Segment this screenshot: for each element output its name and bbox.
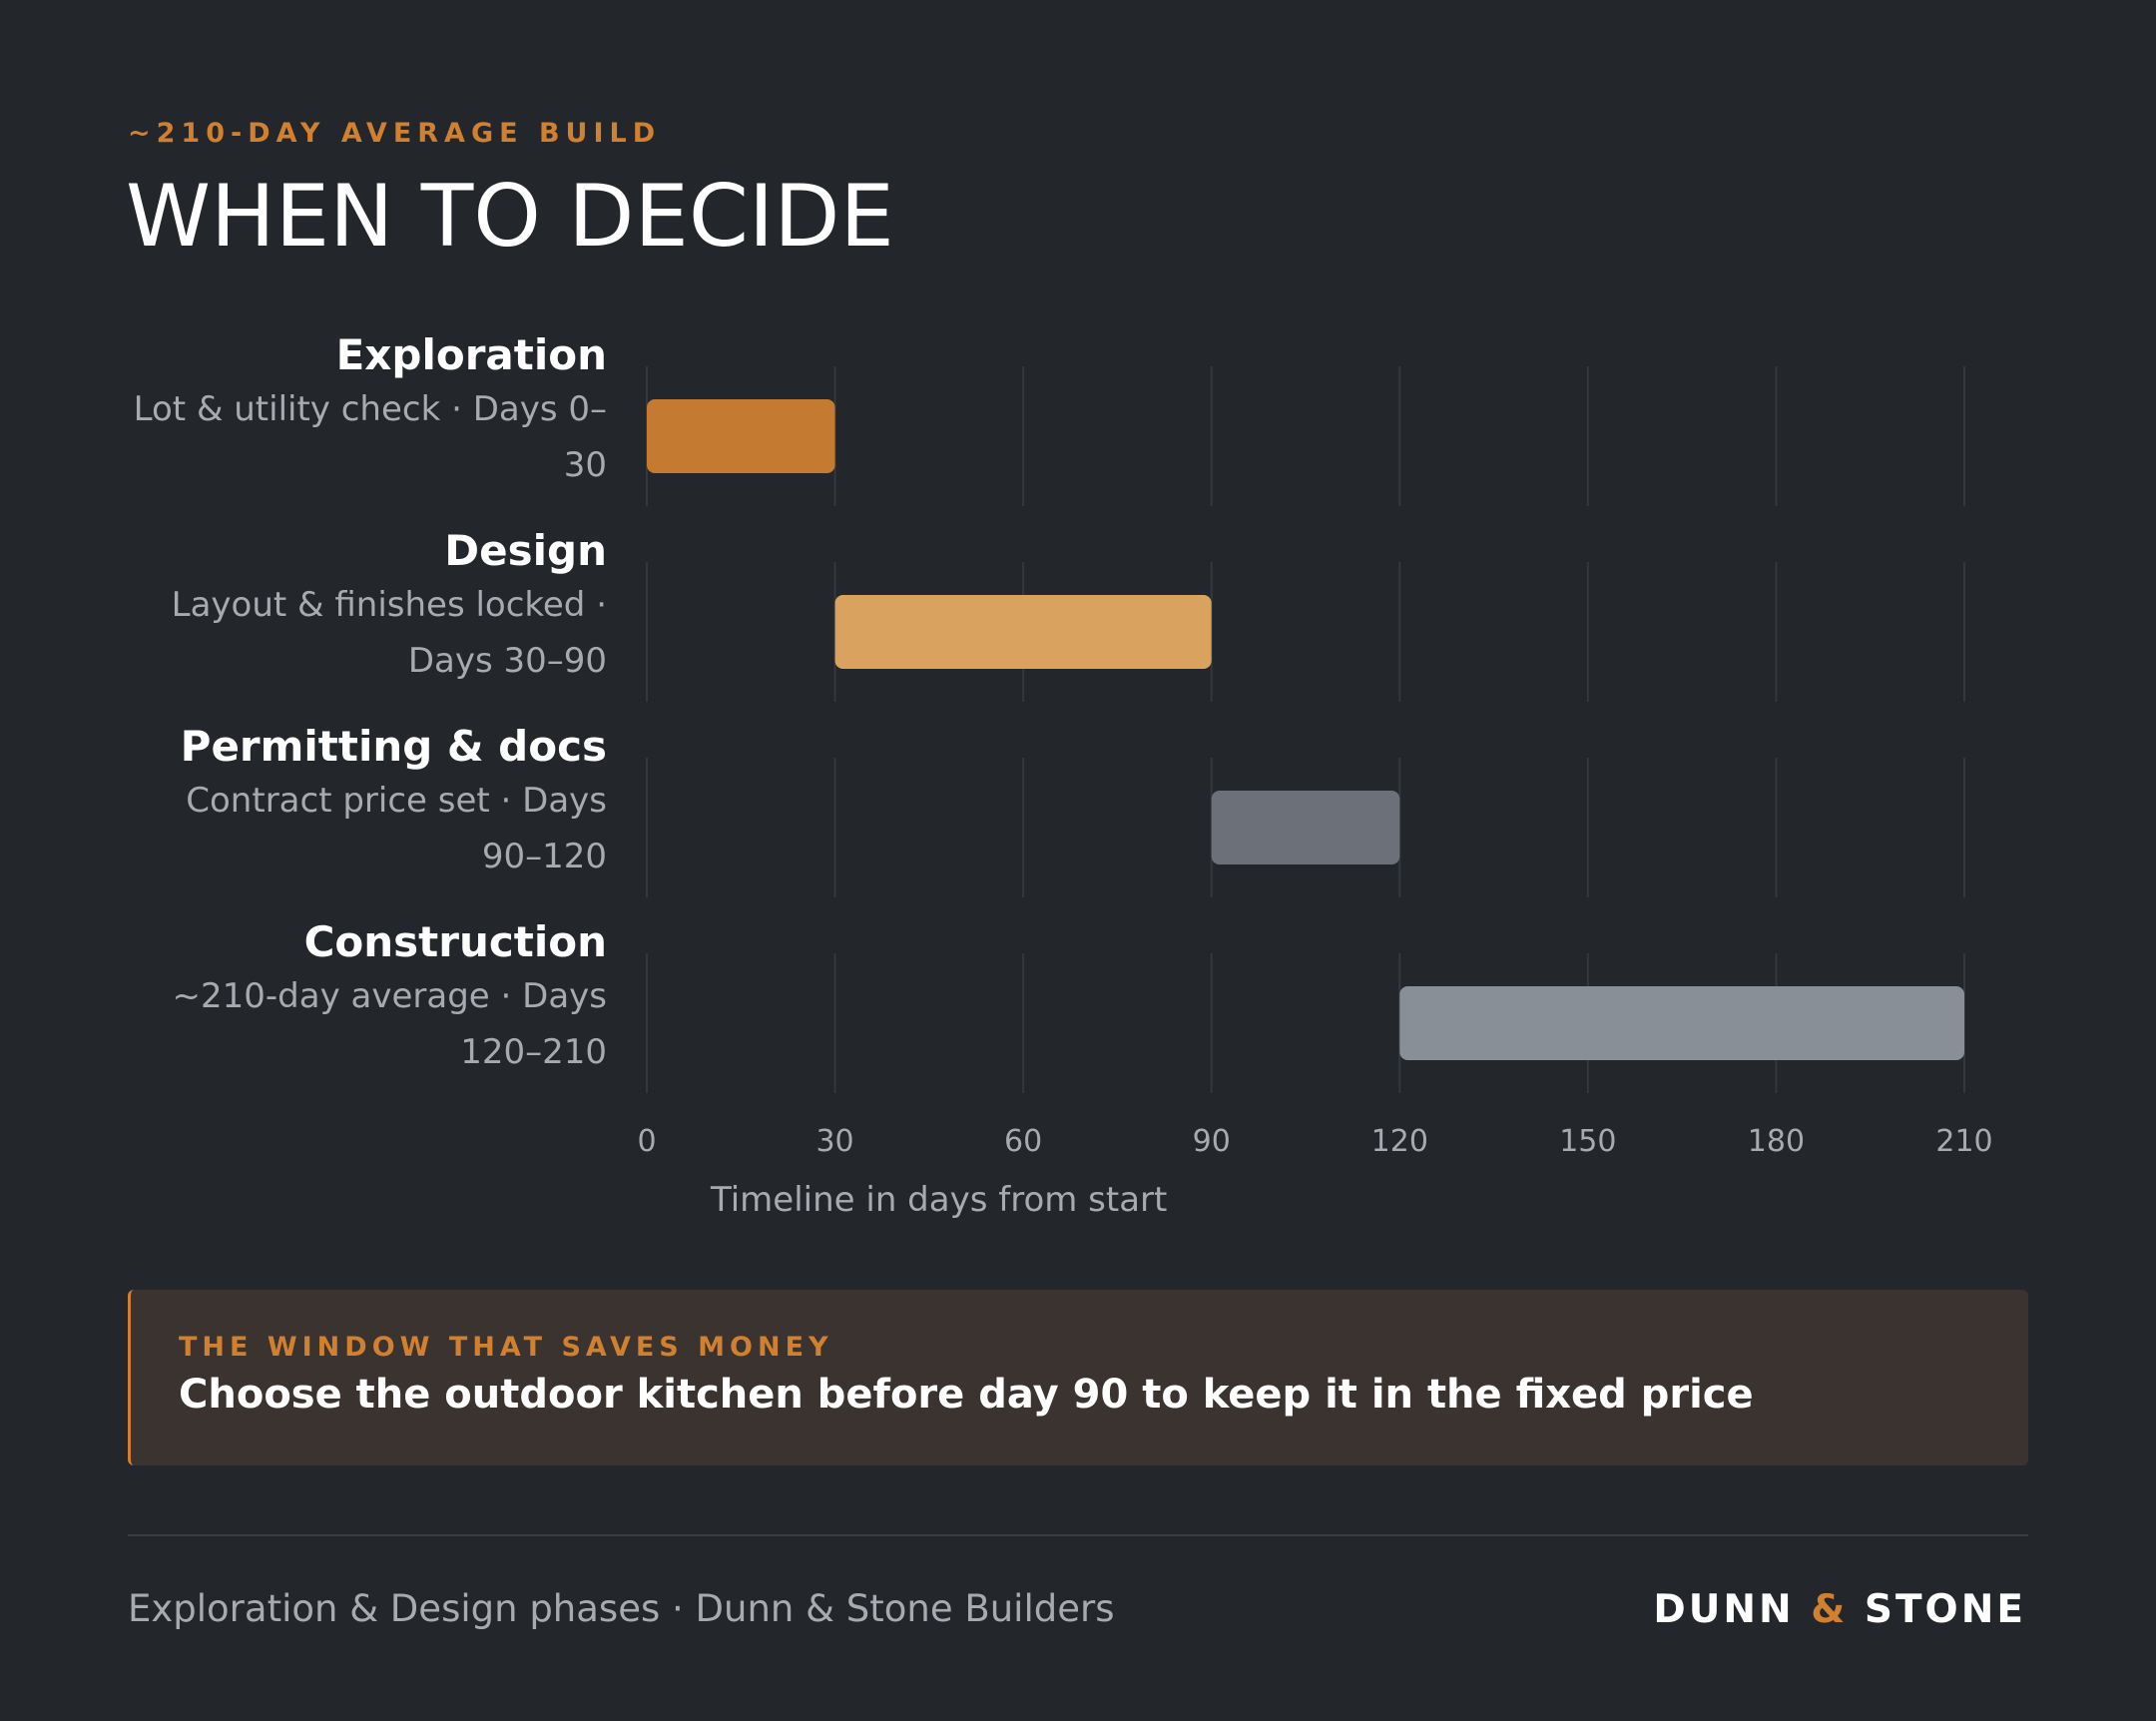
callout-kicker: THE WINDOW THAT SAVES MONEY (179, 1332, 833, 1363)
x-tick-label: 60 (1004, 1124, 1042, 1159)
phase-label-construction: Construction ~210-day average · Days 120… (100, 917, 607, 1079)
phase-name: Permitting & docs (180, 722, 607, 771)
gantt-chart: 0 30 60 90 120 150 180 210 Timeline in days fro… (637, 366, 1993, 1220)
x-tick-label: 150 (1559, 1124, 1616, 1159)
phase-name: Exploration (335, 330, 607, 379)
phase-bars (647, 399, 1964, 1060)
phase-desc-line1: Contract price set · Days (186, 781, 607, 822)
x-tick-label: 120 (1371, 1124, 1428, 1159)
phase-desc-line1: Lot & utility check · Days 0– (133, 389, 607, 430)
phase-bar-design (834, 595, 1212, 669)
footer-divider (128, 1534, 2028, 1536)
phase-desc-line1: Layout & finishes locked · (171, 585, 607, 626)
x-tick-label: 30 (815, 1124, 853, 1159)
eyebrow-label: ~210-DAY AVERAGE BUILD (128, 118, 662, 149)
footer-caption: Exploration & Design phases · Dunn & Sto… (128, 1587, 1115, 1630)
phase-name: Construction (303, 917, 607, 966)
phase-label-design: Design Layout & finishes locked · Days 3… (100, 526, 607, 688)
x-axis-label: Timeline in days from start (710, 1180, 1167, 1220)
phase-desc-line2: 90–120 (481, 837, 607, 877)
x-axis-ticks: 0 30 60 90 120 150 180 210 (637, 1124, 1992, 1159)
phase-desc-line2: Days 30–90 (407, 641, 607, 682)
x-tick-label: 210 (1935, 1124, 1992, 1159)
phase-label-exploration: Exploration Lot & utility check · Days 0… (100, 330, 607, 492)
grid-lines (646, 366, 1965, 1093)
logo-word-dunn: DUNN (1653, 1587, 1795, 1632)
callout-text: Choose the outdoor kitchen before day 90… (179, 1372, 1754, 1418)
phase-name: Design (444, 526, 607, 575)
phase-desc-line1: ~210-day average · Days (172, 976, 607, 1017)
phase-label-permitting: Permitting & docs Contract price set · D… (100, 722, 607, 883)
page-title: WHEN TO DECIDE (126, 167, 894, 267)
logo-ampersand: & (1811, 1587, 1849, 1632)
x-tick-label: 180 (1748, 1124, 1805, 1159)
phase-desc-line2: 120–210 (460, 1032, 607, 1073)
logo-word-stone: STONE (1864, 1587, 2026, 1632)
phase-bar-permitting-docs (1211, 791, 1400, 864)
callout-box: THE WINDOW THAT SAVES MONEY Choose the o… (128, 1290, 2028, 1465)
phase-bar-exploration (647, 399, 835, 473)
phase-bar-construction (1399, 986, 1964, 1060)
x-tick-label: 90 (1193, 1124, 1231, 1159)
brand-logo: DUNN & STONE (1653, 1587, 2026, 1632)
phase-desc-line2: 30 (563, 445, 607, 486)
x-tick-label: 0 (637, 1124, 656, 1159)
